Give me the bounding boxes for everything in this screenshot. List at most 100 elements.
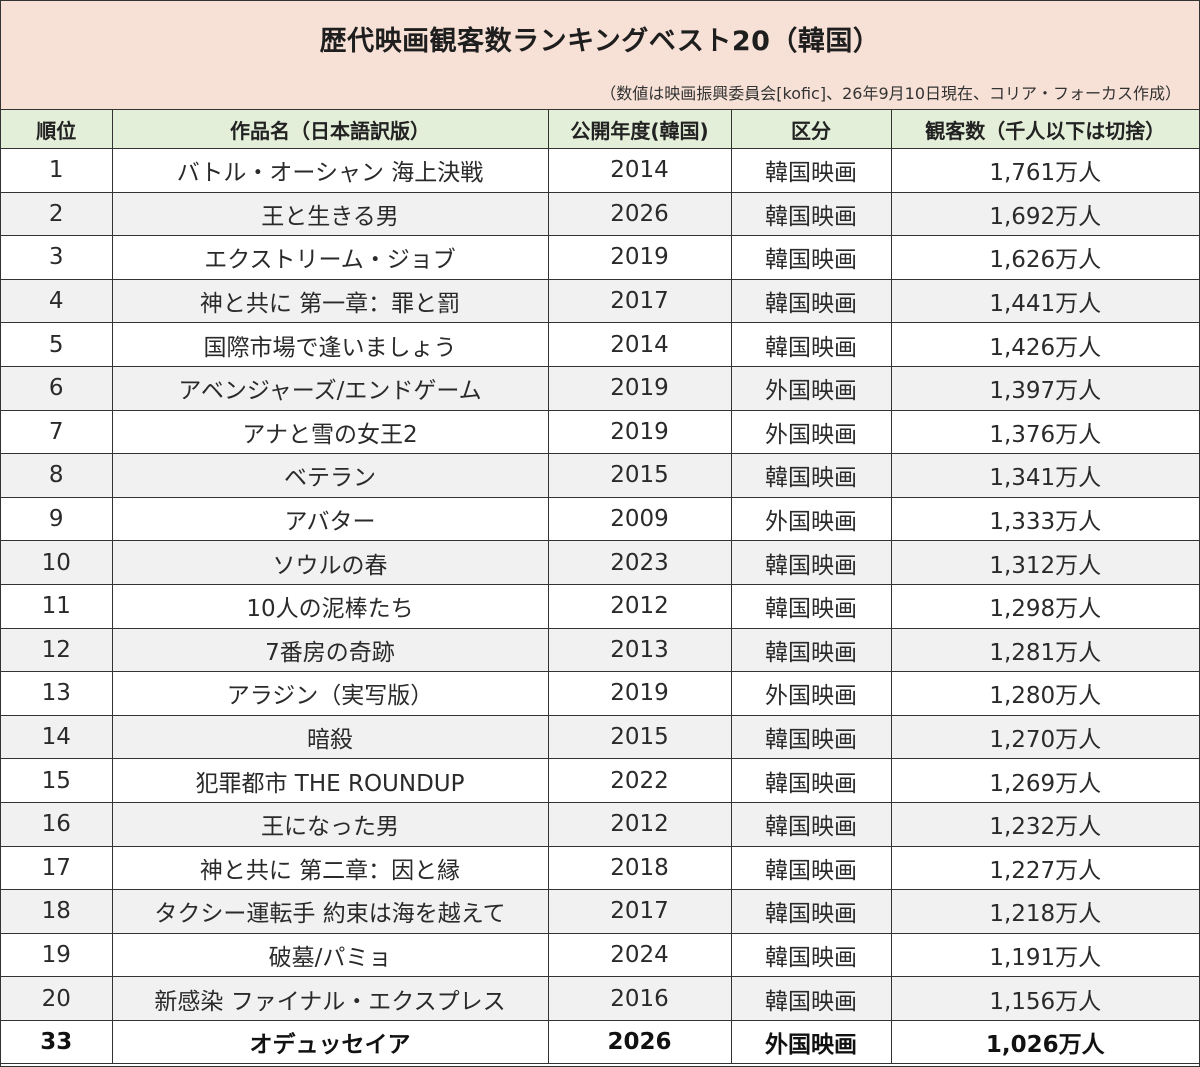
cell-year: 2014 [547,148,732,193]
cell-category: 韓国映画 [730,453,892,498]
ranking-table: 順位 作品名（日本語訳版） 公開年度(韓国) 区分 観客数（千人以下は切捨） 1… [1,110,1199,1065]
cell-category: 韓国映画 [730,889,892,934]
cell-category: 韓国映画 [730,540,892,585]
table-row: 18 タクシー運転手 約束は海を越えて 2017 韓国映画 1,218万人 [1,889,1199,934]
column-header-title: 作品名（日本語訳版） [111,110,549,149]
cell-audience: 1,312万人 [890,540,1199,585]
cell-rank: 17 [1,845,113,891]
cell-year: 2009 [547,496,732,542]
cell-rank: 8 [1,453,113,498]
table-row: 19 破墓/パミョ 2024 韓国映画 1,191万人 [1,932,1199,978]
cell-title: 10人の泥棒たち [111,583,549,629]
table-row: 15 犯罪都市 THE ROUNDUP 2022 韓国映画 1,269万人 [1,758,1199,803]
cell-category: 韓国映画 [730,235,892,280]
cell-title: 新感染 ファイナル・エクスプレス [111,976,549,1021]
cell-category: 外国映画 [730,409,892,455]
cell-audience: 1,227万人 [890,845,1199,891]
cell-category: 韓国映画 [730,845,892,891]
cell-audience: 1,026万人 [890,1019,1199,1065]
cell-category: 外国映画 [730,496,892,542]
column-header-row: 順位 作品名（日本語訳版） 公開年度(韓国) 区分 観客数（千人以下は切捨） [1,110,1199,149]
cell-audience: 1,426万人 [890,322,1199,367]
cell-year: 2017 [547,889,732,934]
cell-year: 2016 [547,976,732,1021]
cell-audience: 1,692万人 [890,191,1199,237]
cell-title: アナと雪の女王2 [111,409,549,455]
cell-rank: 7 [1,409,113,455]
cell-year: 2024 [547,932,732,978]
cell-title: 神と共に 第一章：罪と罰 [111,278,549,324]
table-row: 1 バトル・オーシャン 海上決戦 2014 韓国映画 1,761万人 [1,148,1199,193]
cell-audience: 1,626万人 [890,235,1199,280]
cell-title: アラジン（実写版） [111,671,549,716]
table-row: 4 神と共に 第一章：罪と罰 2017 韓国映画 1,441万人 [1,278,1199,324]
cell-title: 王になった男 [111,801,549,847]
cell-rank: 18 [1,889,113,934]
cell-category: 韓国映画 [730,191,892,237]
cell-audience: 1,761万人 [890,148,1199,193]
cell-rank: 1 [1,148,113,193]
cell-category: 韓国映画 [730,278,892,324]
cell-rank: 10 [1,540,113,585]
cell-category: 韓国映画 [730,148,892,193]
cell-rank: 19 [1,932,113,978]
cell-audience: 1,333万人 [890,496,1199,542]
cell-title: タクシー運転手 約束は海を越えて [111,889,549,934]
table-row: 13 アラジン（実写版） 2019 外国映画 1,280万人 [1,671,1199,716]
table-row: 17 神と共に 第二章：因と縁 2018 韓国映画 1,227万人 [1,845,1199,891]
cell-rank: 9 [1,496,113,542]
cell-category: 外国映画 [730,671,892,716]
cell-title: 神と共に 第二章：因と縁 [111,845,549,891]
cell-title: 国際市場で逢いましょう [111,322,549,367]
column-header-audience: 観客数（千人以下は切捨） [890,110,1199,149]
source-note: （数値は映画振興委員会[kofic]、26年9月10日現在、コリア・フォーカス作… [600,84,1181,103]
table-header-banner: 歴代映画観客数ランキングベスト20（韓国） （数値は映画振興委員会[kofic]… [1,1,1199,110]
cell-audience: 1,232万人 [890,801,1199,847]
cell-title: ソウルの春 [111,540,549,585]
cell-rank: 15 [1,758,113,803]
table-row: 33 オデュッセイア 2026 外国映画 1,026万人 [1,1019,1199,1065]
cell-year: 2015 [547,453,732,498]
cell-rank: 5 [1,322,113,367]
cell-year: 2019 [547,671,732,716]
cell-rank: 11 [1,583,113,629]
cell-audience: 1,298万人 [890,583,1199,629]
table-row: 16 王になった男 2012 韓国映画 1,232万人 [1,801,1199,847]
column-header-category: 区分 [730,110,892,149]
table-row: 7 アナと雪の女王2 2019 外国映画 1,376万人 [1,409,1199,455]
cell-year: 2018 [547,845,732,891]
table-title: 歴代映画観客数ランキングベスト20（韓国） [319,26,881,57]
cell-category: 韓国映画 [730,714,892,760]
cell-rank: 14 [1,714,113,760]
table-row: 10 ソウルの春 2023 韓国映画 1,312万人 [1,540,1199,585]
cell-audience: 1,376万人 [890,409,1199,455]
cell-category: 韓国映画 [730,322,892,367]
cell-category: 韓国映画 [730,583,892,629]
cell-category: 韓国映画 [730,976,892,1021]
cell-audience: 1,281万人 [890,627,1199,673]
cell-title: エクストリーム・ジョブ [111,235,549,280]
table-row: 2 王と生きる男 2026 韓国映画 1,692万人 [1,191,1199,237]
cell-title: アバター [111,496,549,542]
cell-year: 2019 [547,409,732,455]
cell-category: 韓国映画 [730,627,892,673]
cell-rank: 4 [1,278,113,324]
cell-audience: 1,156万人 [890,976,1199,1021]
cell-rank: 3 [1,235,113,280]
cell-title: バトル・オーシャン 海上決戦 [111,148,549,193]
cell-title: オデュッセイア [111,1019,549,1065]
cell-category: 外国映画 [730,1019,892,1065]
cell-year: 2023 [547,540,732,585]
cell-year: 2022 [547,758,732,803]
table-row: 14 暗殺 2015 韓国映画 1,270万人 [1,714,1199,760]
table-row: 9 アバター 2009 外国映画 1,333万人 [1,496,1199,542]
cell-category: 外国映画 [730,365,892,411]
cell-title: 王と生きる男 [111,191,549,237]
cell-audience: 1,269万人 [890,758,1199,803]
table-row: 8 ベテラン 2015 韓国映画 1,341万人 [1,453,1199,498]
cell-audience: 1,280万人 [890,671,1199,716]
table-row: 5 国際市場で逢いましょう 2014 韓国映画 1,426万人 [1,322,1199,367]
table-row: 20 新感染 ファイナル・エクスプレス 2016 韓国映画 1,156万人 [1,976,1199,1021]
cell-audience: 1,191万人 [890,932,1199,978]
